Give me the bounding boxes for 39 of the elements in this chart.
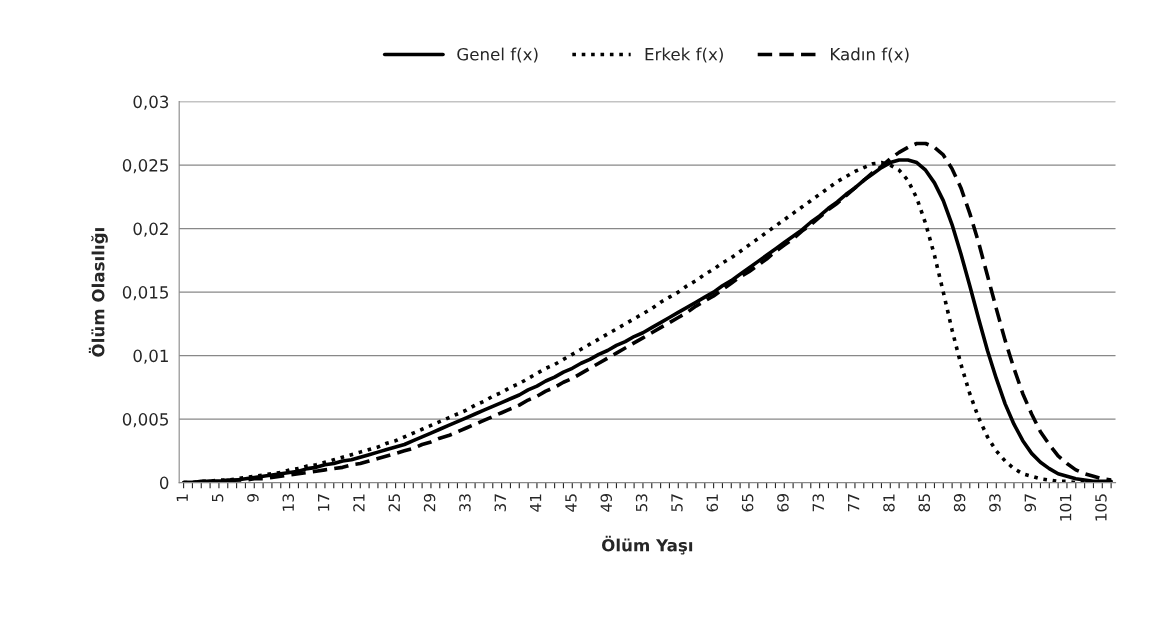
x-tick-label: 29 xyxy=(423,494,436,512)
y-tick-label: 0,025 xyxy=(122,159,168,174)
y-tick-label: 0,02 xyxy=(133,222,168,237)
x-tick-label: 45 xyxy=(565,494,577,512)
y-tick-label: 0,01 xyxy=(133,349,168,364)
x-tick-label: 17 xyxy=(318,494,330,511)
y-tick-label: 0,03 xyxy=(133,95,169,110)
x-tick-label: 13 xyxy=(282,494,295,511)
x-tick-label: 85 xyxy=(918,494,931,512)
x-tick-label: 69 xyxy=(777,494,789,512)
x-tick-label: 9 xyxy=(247,494,259,502)
x-tick-label: 53 xyxy=(635,494,648,512)
x-tick-label: 1 xyxy=(176,494,188,502)
y-tick-label: 0 xyxy=(159,476,169,490)
x-tick-label: 97 xyxy=(1024,494,1037,512)
y-axis-title: Ölüm Olasılığı xyxy=(88,228,108,357)
x-tick-label: 37 xyxy=(494,494,507,512)
y-tick-label: 0,005 xyxy=(122,413,168,428)
x-tick-label: 57 xyxy=(671,494,683,512)
x-tick-label: 101 xyxy=(1059,494,1072,521)
x-tick-label: 89 xyxy=(953,494,966,512)
x-tick-label: 49 xyxy=(600,494,613,512)
x-tick-label: 61 xyxy=(706,494,719,512)
x-tick-label: 21 xyxy=(353,494,365,512)
legend-label: Erkek f(x) xyxy=(645,47,723,63)
x-tick-label: 33 xyxy=(459,494,471,512)
legend-label: Kadın f(x) xyxy=(831,47,909,63)
y-tick-label: 0,015 xyxy=(122,286,168,301)
x-tick-label: 65 xyxy=(741,494,754,512)
x-tick-label: 73 xyxy=(812,494,825,512)
x-tick-label: 77 xyxy=(848,494,860,512)
x-tick-label: 5 xyxy=(212,494,224,502)
x-tick-label: 105 xyxy=(1095,494,1107,521)
legend-label: Genel f(x) xyxy=(457,47,538,63)
x-axis-title: Ölüm Yaşı xyxy=(602,535,693,555)
x-tick-label: 81 xyxy=(883,494,895,512)
x-tick-label: 25 xyxy=(388,494,401,512)
x-tick-label: 41 xyxy=(530,494,542,512)
x-tick-label: 93 xyxy=(989,494,1001,512)
